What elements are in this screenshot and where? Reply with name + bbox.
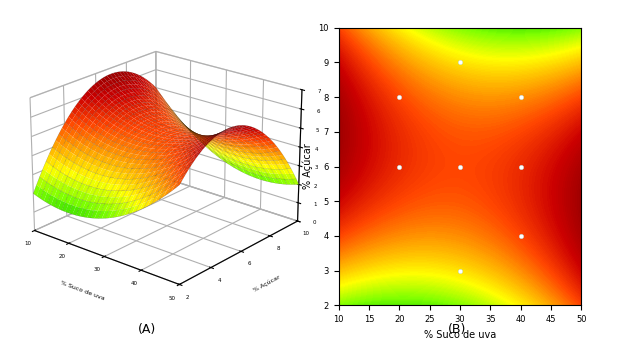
- Text: (A): (A): [138, 323, 156, 336]
- Point: [455, 60, 465, 65]
- Y-axis label: % Açúcar: % Açúcar: [253, 274, 282, 293]
- Point: [516, 94, 526, 100]
- Text: (B): (B): [448, 323, 466, 336]
- Point: [455, 268, 465, 273]
- Point: [516, 233, 526, 239]
- X-axis label: % Suco de uva: % Suco de uva: [59, 280, 105, 301]
- Point: [394, 164, 404, 169]
- X-axis label: % Suco de uva: % Suco de uva: [424, 330, 497, 340]
- Y-axis label: % Açúcar: % Açúcar: [302, 144, 313, 189]
- Point: [455, 164, 465, 169]
- Point: [516, 164, 526, 169]
- Point: [394, 94, 404, 100]
